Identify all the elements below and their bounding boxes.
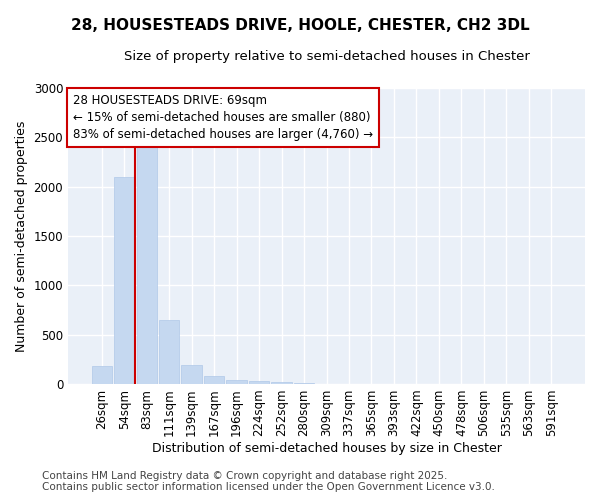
Y-axis label: Number of semi-detached properties: Number of semi-detached properties (15, 120, 28, 352)
Text: 28, HOUSESTEADS DRIVE, HOOLE, CHESTER, CH2 3DL: 28, HOUSESTEADS DRIVE, HOOLE, CHESTER, C… (71, 18, 529, 32)
Bar (181, 364, 202, 384)
Bar (92, 366, 112, 384)
Bar (114, 176, 134, 384)
Bar (159, 320, 179, 384)
Bar (226, 380, 247, 384)
Text: 28 HOUSESTEADS DRIVE: 69sqm
← 15% of semi-detached houses are smaller (880)
83% : 28 HOUSESTEADS DRIVE: 69sqm ← 15% of sem… (73, 94, 373, 140)
Bar (271, 382, 292, 384)
Bar (137, 144, 157, 384)
X-axis label: Distribution of semi-detached houses by size in Chester: Distribution of semi-detached houses by … (152, 442, 502, 455)
Bar (204, 376, 224, 384)
Bar (294, 383, 314, 384)
Bar (249, 381, 269, 384)
Text: Contains HM Land Registry data © Crown copyright and database right 2025.
Contai: Contains HM Land Registry data © Crown c… (42, 471, 495, 492)
Title: Size of property relative to semi-detached houses in Chester: Size of property relative to semi-detach… (124, 50, 529, 63)
